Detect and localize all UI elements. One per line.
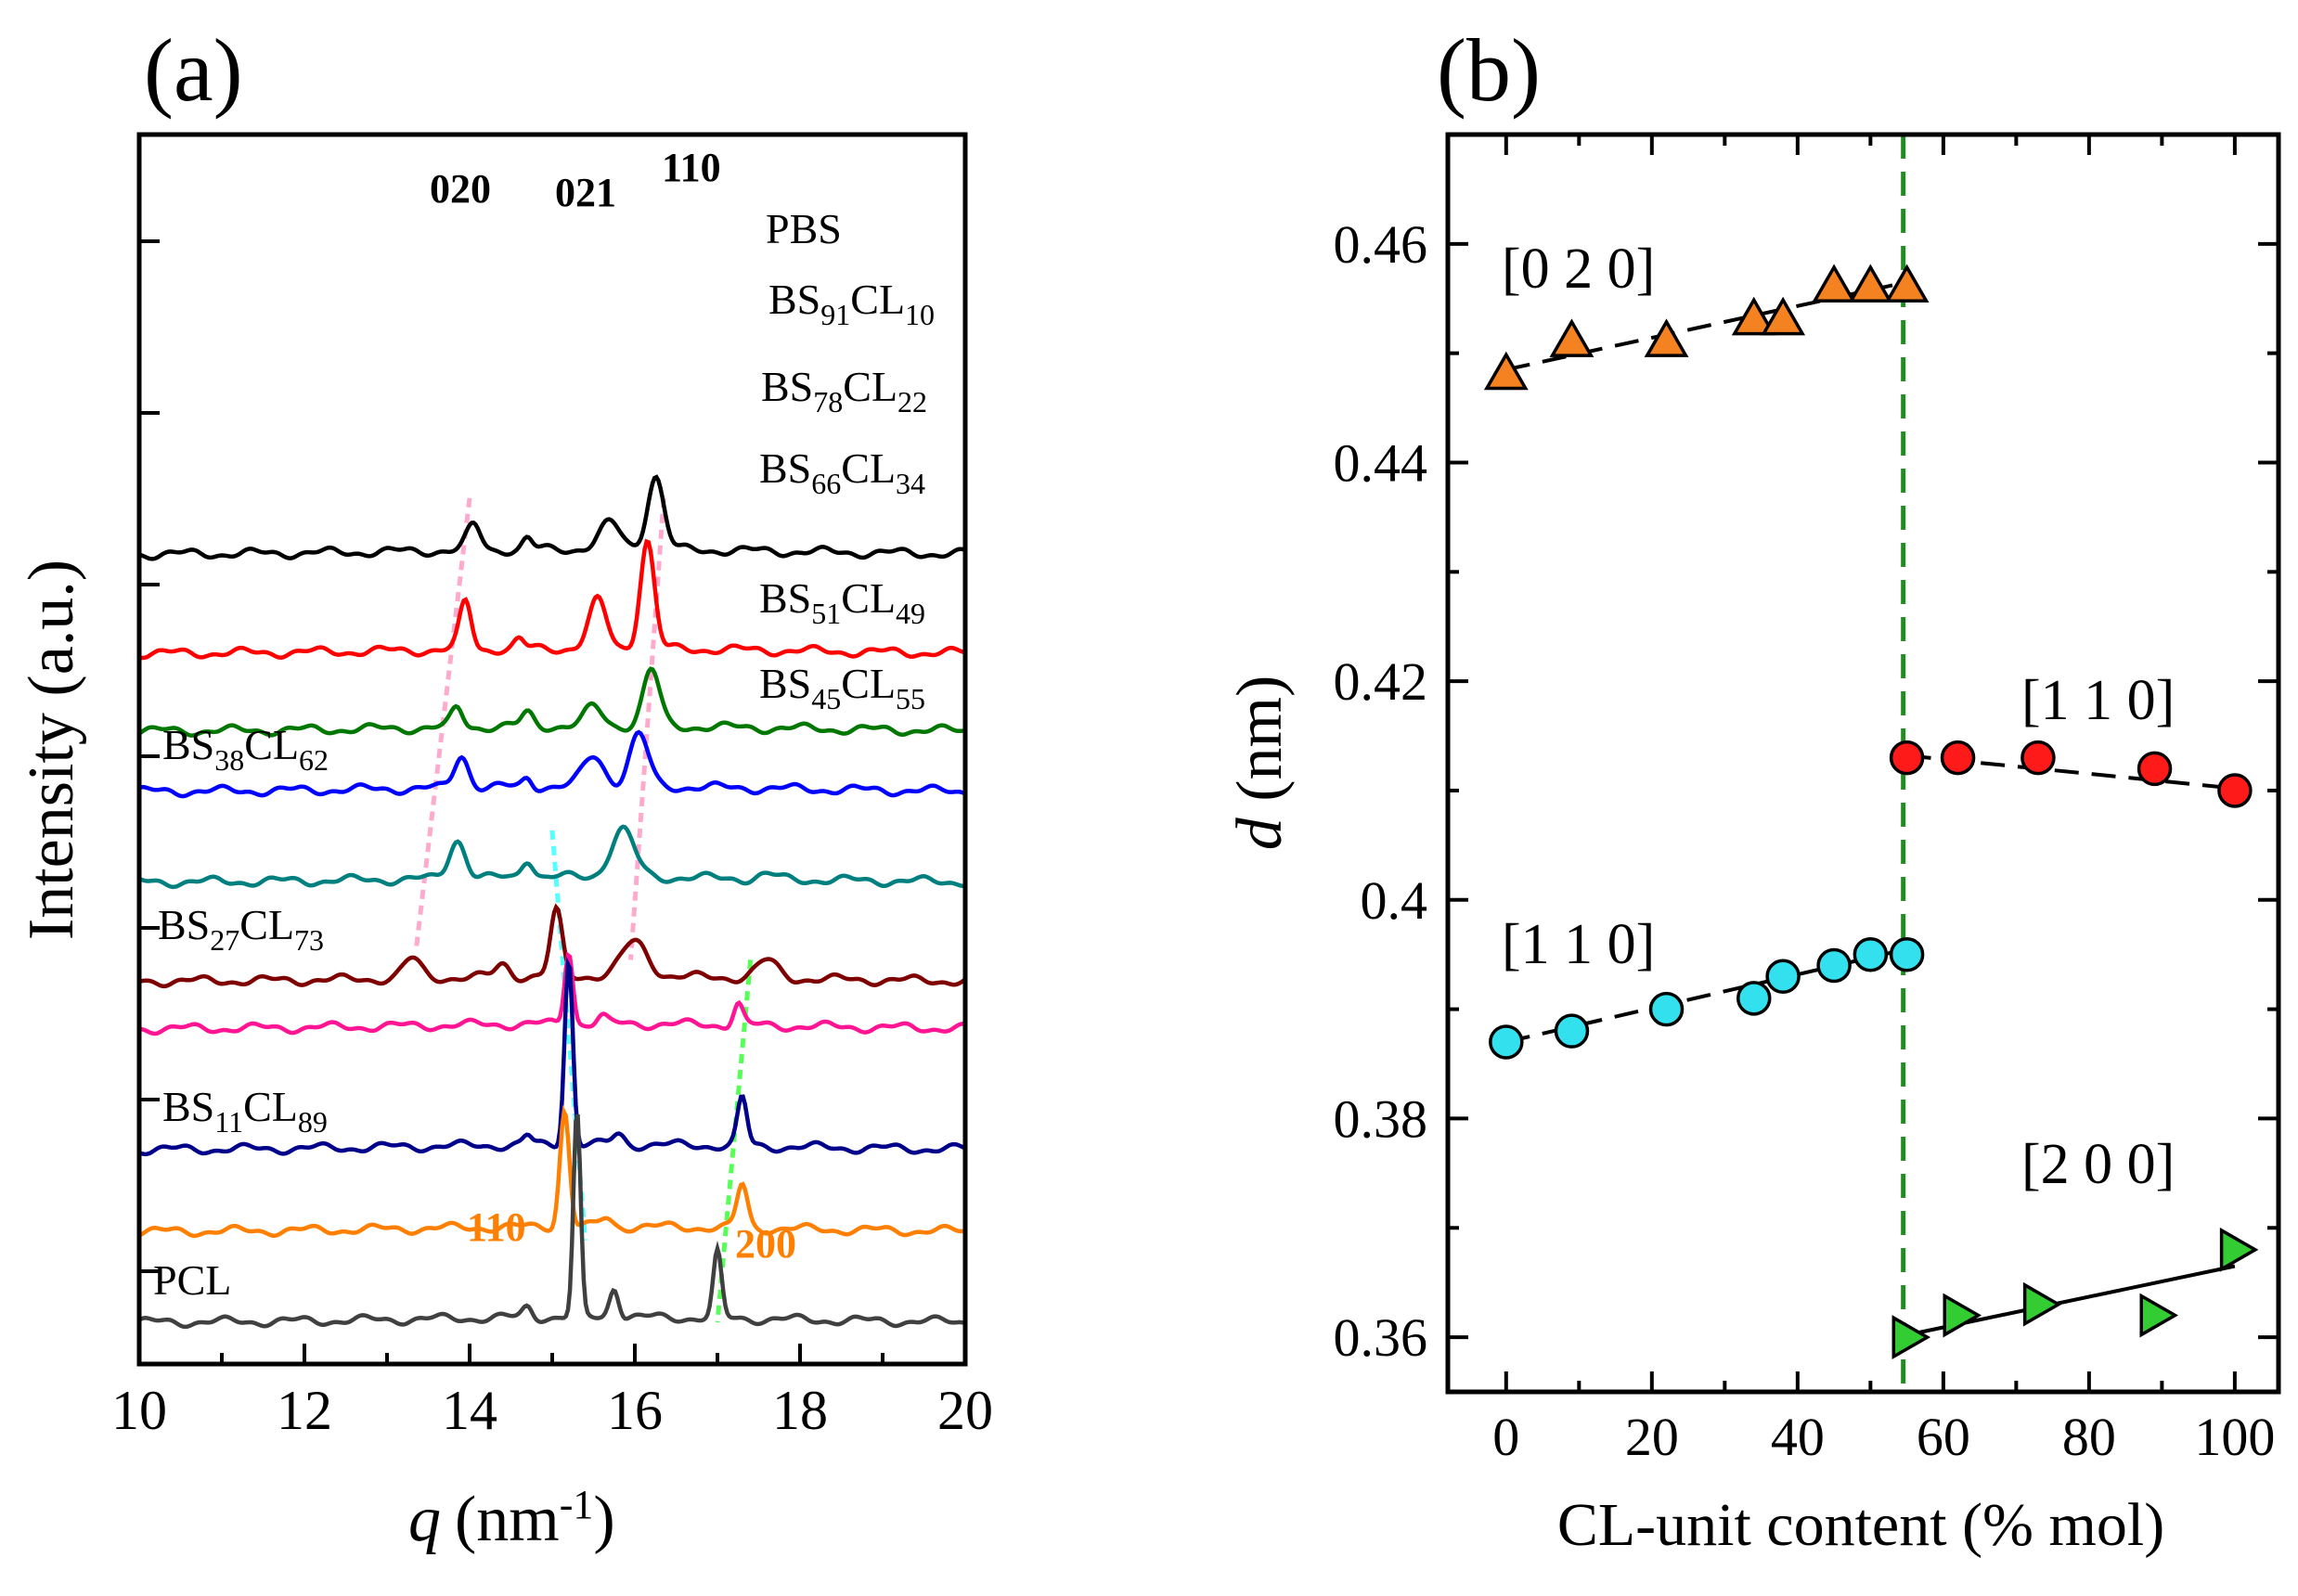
pbs-hkl-020: 020 bbox=[430, 166, 491, 212]
x-tick-label-a-14: 14 bbox=[442, 1380, 497, 1441]
y-tick-label-b-0.38: 0.38 bbox=[1334, 1088, 1428, 1149]
point-0-1 bbox=[1549, 318, 1594, 357]
point-2-2 bbox=[1648, 991, 1685, 1027]
pcl-hkl-200: 200 bbox=[735, 1221, 796, 1267]
curve-label-BS27CL73: BS27CL73 bbox=[158, 901, 324, 957]
x-tick-label-a-12: 12 bbox=[277, 1380, 332, 1441]
curve-BS27CL73 bbox=[138, 956, 966, 1157]
curve-BS51CL49 bbox=[138, 824, 966, 890]
x-tick-label-a-20: 20 bbox=[937, 1380, 993, 1441]
pbs-hkl-110: 110 bbox=[662, 145, 721, 190]
panel-b: (b) 0 20 40 60 80 1000.360.380.40.420.440.46 … bbox=[1224, 20, 2281, 1559]
curve-label-BS91CL10: BS91CL10 bbox=[768, 276, 935, 331]
curve-label-PCL: PCL bbox=[153, 1256, 231, 1304]
y-axis-ticks-a bbox=[139, 239, 160, 1273]
panel-b-label: (b) bbox=[1437, 20, 1541, 120]
curve-BS45CL55 bbox=[139, 903, 967, 989]
curve-PBS bbox=[138, 474, 966, 561]
y-tick-label-b-0.46: 0.46 bbox=[1334, 214, 1428, 275]
x-tick-label-b-100: 100 bbox=[2194, 1407, 2275, 1467]
pcl-hkl-110: 110 bbox=[467, 1204, 526, 1250]
point-2-1 bbox=[1554, 1013, 1590, 1049]
point-2-4 bbox=[1765, 959, 1801, 995]
series-label-020: [0 2 0] bbox=[1502, 238, 1655, 301]
guide-line-3 bbox=[715, 959, 754, 1323]
point-3-1 bbox=[1943, 1293, 1982, 1338]
x-tick-label-a-18: 18 bbox=[772, 1380, 828, 1441]
pbs-hkl-021: 021 bbox=[555, 170, 616, 215]
y-tick-label-b-0.4: 0.4 bbox=[1361, 870, 1428, 931]
point-0-7 bbox=[1884, 264, 1930, 303]
x-tick-label-b-60: 60 bbox=[1917, 1407, 1970, 1467]
curve-label-BS45CL55: BS45CL55 bbox=[759, 660, 925, 715]
curve-label-BS38CL62: BS38CL62 bbox=[162, 721, 329, 777]
curve-label-PBS: PBS bbox=[766, 205, 842, 252]
y-tick-label-b-0.36: 0.36 bbox=[1334, 1307, 1428, 1368]
panel-a-label: (a) bbox=[144, 20, 243, 120]
point-0-5 bbox=[1812, 264, 1857, 303]
point-3-4 bbox=[2219, 1227, 2259, 1272]
point-1-0 bbox=[1889, 740, 1925, 776]
x-tick-label-b-80: 80 bbox=[2062, 1407, 2116, 1467]
y-tick-label-b-0.44: 0.44 bbox=[1334, 432, 1428, 493]
guide-line-1 bbox=[628, 497, 666, 960]
point-3-2 bbox=[2022, 1281, 2062, 1327]
x-tick-label-b-0: 0 bbox=[1492, 1407, 1519, 1467]
point-1-2 bbox=[2020, 740, 2056, 776]
x-axis-ticks-a: 10 12 14 16 18 20 bbox=[111, 1344, 993, 1441]
series-label-200: [2 0 0] bbox=[2021, 1133, 2175, 1196]
point-0-4 bbox=[1761, 296, 1806, 336]
guide-line-2 bbox=[549, 830, 588, 1241]
x-tick-label-a-16: 16 bbox=[607, 1380, 663, 1441]
curve-label-BS51CL49: BS51CL49 bbox=[759, 574, 925, 630]
curve-BS11CL89 bbox=[138, 1104, 966, 1239]
point-1-3 bbox=[2137, 751, 2173, 787]
x-tick-label-a-10: 10 bbox=[111, 1380, 167, 1441]
data-points bbox=[1483, 264, 2259, 1360]
axis-ticks-b: 0 20 40 60 80 100 0.36 0.38 0.4 0.42 0.44 0.46 bbox=[1334, 135, 2279, 1467]
curve-BS38CL62 bbox=[138, 951, 966, 1036]
x-tick-label-b-20: 20 bbox=[1625, 1407, 1679, 1467]
point-0-6 bbox=[1848, 264, 1893, 303]
point-0-0 bbox=[1483, 351, 1529, 391]
series-label-110-pcl: [1 1 0] bbox=[2021, 669, 2175, 732]
curve-BS91CL10 bbox=[138, 538, 966, 661]
point-2-3 bbox=[1736, 981, 1772, 1016]
panel-a: (a) 10 12 14 16 18 20 PBS BS91CL10 BS78CL22 BS66… bbox=[16, 20, 993, 1555]
point-3-0 bbox=[1891, 1315, 1931, 1360]
point-3-3 bbox=[2139, 1293, 2179, 1338]
series-label-110-pbs: [1 1 0] bbox=[1502, 913, 1655, 976]
point-0-3 bbox=[1731, 296, 1776, 336]
point-2-5 bbox=[1816, 947, 1852, 984]
point-2-0 bbox=[1489, 1024, 1524, 1060]
point-0-2 bbox=[1644, 318, 1689, 357]
y-tick-label-b-0.42: 0.42 bbox=[1334, 651, 1428, 712]
x-tick-label-b-40: 40 bbox=[1771, 1407, 1825, 1467]
y-axis-label-a: Intensity (a.u.) bbox=[16, 560, 87, 940]
point-2-7 bbox=[1889, 936, 1925, 972]
point-1-4 bbox=[2217, 773, 2253, 808]
curve-BS78CL22 bbox=[137, 666, 966, 738]
y-axis-label-b: d (nm) bbox=[1224, 676, 1296, 851]
plot-frame-b bbox=[1445, 132, 2281, 1395]
curve-labels: PBS BS91CL10 BS78CL22 BS66CL34 BS51CL49 BS45C… bbox=[153, 205, 935, 1304]
point-2-6 bbox=[1853, 936, 1889, 972]
curve-BS66CL34 bbox=[138, 729, 966, 799]
curve-label-BS66CL34: BS66CL34 bbox=[759, 444, 925, 500]
curve-label-BS78CL22: BS78CL22 bbox=[761, 363, 927, 418]
curve-PCL bbox=[137, 1113, 966, 1330]
x-axis-label-a: q (nm-1) bbox=[408, 1482, 615, 1556]
x-axis-label-b: CL-unit content (% mol) bbox=[1557, 1491, 2164, 1559]
point-1-1 bbox=[1940, 740, 1976, 776]
curve-label-BS11CL89: BS11CL89 bbox=[162, 1083, 328, 1139]
xrd-curves bbox=[137, 474, 967, 1330]
